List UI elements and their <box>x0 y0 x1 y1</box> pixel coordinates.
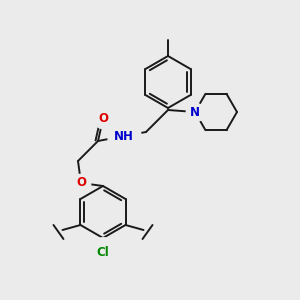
Text: O: O <box>76 176 86 190</box>
Text: O: O <box>98 112 108 125</box>
Text: NH: NH <box>114 130 134 142</box>
Text: Cl: Cl <box>97 245 110 259</box>
Text: N: N <box>190 106 200 118</box>
